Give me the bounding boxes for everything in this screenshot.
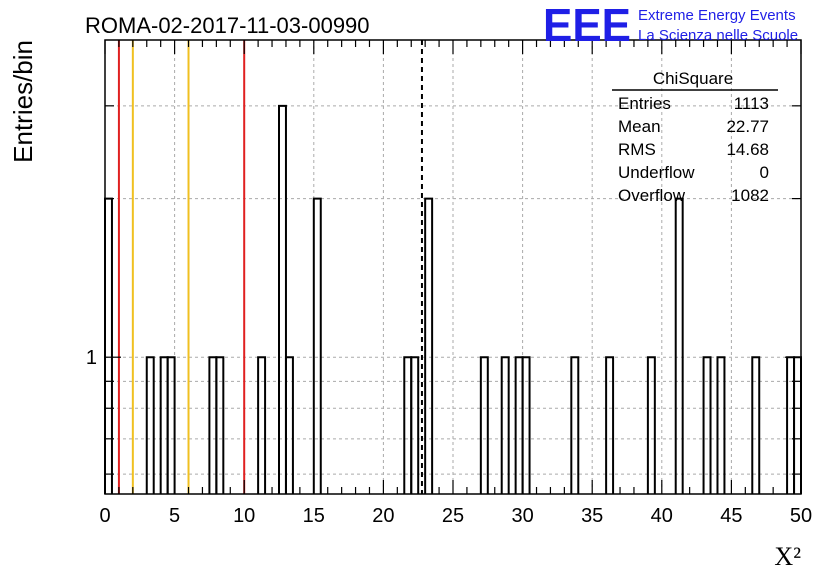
x-tick-label: 35: [581, 505, 603, 527]
x-tick-label: 0: [99, 505, 110, 527]
x-tick-label: 10: [233, 505, 255, 527]
stats-value: 1113: [734, 94, 769, 113]
x-tick-label: 30: [511, 505, 533, 527]
histogram-bar: [284, 356, 294, 494]
histogram-bar: [410, 356, 420, 494]
histogram-bar: [500, 356, 510, 494]
x-tick-label: 25: [442, 505, 464, 527]
chart-title: ROMA-02-2017-11-03-00990: [85, 13, 370, 38]
x-tick-label: 40: [651, 505, 673, 527]
histogram-bar: [786, 356, 796, 494]
y-tick-label: 1: [86, 347, 97, 369]
histogram-bar: [215, 356, 225, 494]
histogram: [104, 104, 802, 494]
histogram-bar: [514, 356, 524, 494]
histogram-bar: [702, 356, 712, 494]
logo-line-2: La Scienza nelle Scuole: [638, 27, 798, 44]
histogram-bar: [312, 197, 322, 494]
x-tick-label: 20: [372, 505, 394, 527]
x-axis-label: X²: [774, 542, 801, 571]
histogram-bar: [751, 356, 761, 494]
x-tick-label: 15: [303, 505, 325, 527]
histogram-bar: [257, 356, 267, 494]
stats-value: 1082: [731, 186, 769, 205]
axis-ticks: 0 5 10 15 20 25 30 35 40 45 50 1: [86, 40, 812, 527]
stats-label: Overflow: [618, 186, 686, 205]
eee-logo: EEE Extreme Energy Events La Scienza nel…: [543, 0, 798, 51]
histogram-bar: [104, 197, 113, 494]
histogram-bar: [166, 356, 176, 494]
stats-value: 14.68: [726, 140, 769, 159]
histogram-bar: [145, 356, 155, 494]
histogram-bar: [793, 356, 802, 494]
histogram-bar: [278, 104, 287, 494]
reference-lines: [117, 40, 423, 494]
stats-label: Underflow: [618, 163, 695, 182]
histogram-bar: [479, 356, 489, 494]
histogram-bar: [570, 356, 580, 494]
histogram-bar: [424, 197, 434, 494]
y-axis-label: Entries/bin: [8, 40, 38, 163]
stats-value: 0: [760, 163, 769, 182]
stats-value: 22.77: [726, 117, 769, 136]
x-tick-label: 45: [720, 505, 742, 527]
stats-rows: Entries 1113 Mean 22.77 RMS 14.68 Underflow 0 Ov…: [618, 94, 769, 205]
histogram-bar: [403, 356, 413, 494]
stats-label: RMS: [618, 140, 656, 159]
logo-line-1: Extreme Energy Events: [638, 7, 796, 24]
histogram-bar: [674, 197, 684, 494]
stats-title: ChiSquare: [653, 69, 733, 88]
histogram-bar: [159, 356, 169, 494]
x-tick-label: 5: [169, 505, 180, 527]
histogram-bar: [521, 356, 531, 494]
histogram-bar: [646, 356, 656, 494]
histogram-bar: [716, 356, 726, 494]
histogram-bar: [605, 356, 615, 494]
histogram-bar: [208, 356, 218, 494]
x-tick-label: 50: [790, 505, 812, 527]
stats-box: ChiSquare Entries 1113 Mean 22.77 RMS 14.68 Un…: [612, 69, 778, 205]
stats-label: Entries: [618, 94, 671, 113]
stats-label: Mean: [618, 117, 661, 136]
logo-mark: EEE: [543, 0, 631, 51]
